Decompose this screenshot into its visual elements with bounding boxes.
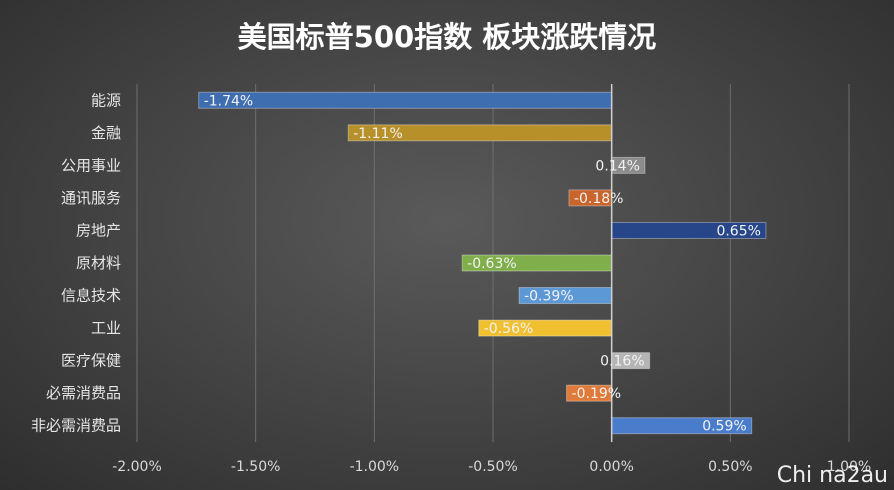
x-tick-label: -1.50% [231, 459, 281, 475]
x-tick-label: -1.00% [350, 459, 400, 475]
category-label: 通讯服务 [61, 189, 121, 207]
x-tick-label: -2.00% [112, 459, 162, 475]
x-tick-label: 0.00% [589, 459, 633, 475]
chart-title: 美国标普500指数 板块涨跌情况 [237, 20, 657, 54]
x-tick-label: -0.50% [468, 459, 518, 475]
x-tick-label: 1.00% [827, 459, 871, 475]
data-label: -1.11% [353, 126, 403, 142]
category-label: 必需消费品 [46, 384, 121, 402]
category-label: 房地产 [76, 221, 121, 239]
axes: -2.00% -1.50% -1.00% -0.50% 0.00% 0.50% 1.00% 能… [31, 84, 871, 475]
x-tick-label: 0.50% [708, 459, 752, 475]
watermark: Chi na2au [776, 463, 888, 488]
data-label: 0.59% [702, 419, 746, 435]
category-label: 能源 [91, 91, 121, 109]
data-label: -0.63% [467, 256, 517, 272]
data-label: -0.18% [574, 191, 624, 207]
category-label: 原材料 [76, 254, 121, 272]
category-label: 公用事业 [61, 156, 121, 174]
category-label: 金融 [91, 124, 121, 142]
category-label: 医疗保健 [61, 352, 121, 370]
data-label: 0.16% [600, 354, 644, 370]
data-label: -0.19% [572, 386, 622, 402]
data-label: -0.56% [484, 321, 534, 337]
category-label: 非必需消费品 [31, 417, 121, 435]
data-label: 0.65% [716, 223, 760, 239]
category-label: 工业 [91, 319, 121, 337]
data-label: -1.74% [204, 93, 254, 109]
data-label: 0.14% [595, 158, 639, 174]
data-label: -0.39% [524, 289, 574, 305]
bar [198, 91, 613, 109]
category-label: 信息技术 [61, 287, 121, 305]
